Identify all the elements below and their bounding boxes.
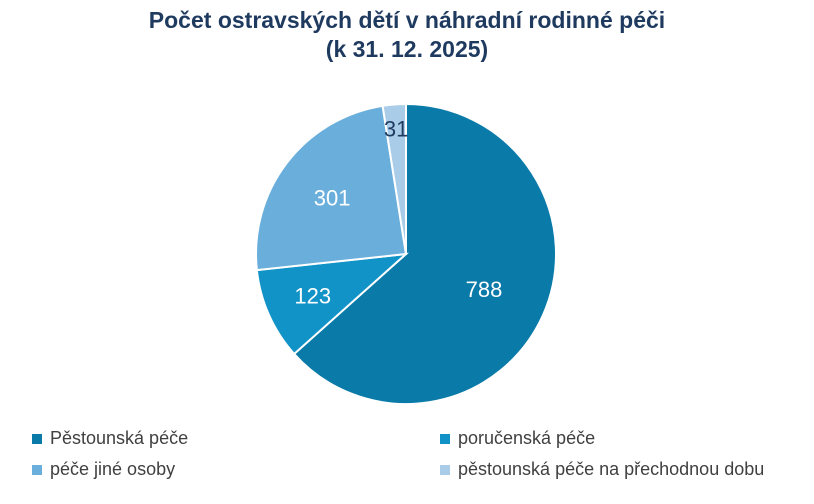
legend-item: Pěstounská péče: [32, 428, 188, 449]
pie-slice-pestounska-pece-prechodna: [381, 102, 407, 255]
legend-item: poručenská péče: [440, 428, 595, 449]
legend-swatch: [440, 464, 450, 475]
legend-swatch: [32, 464, 42, 475]
legend-swatch: [440, 433, 450, 444]
data-label-pestounska-pece: 788: [466, 277, 503, 302]
legend-label: poručenská péče: [458, 428, 596, 448]
legend-label: péče jiné osoby: [50, 459, 176, 479]
pie-slice-porucenska-pece: [255, 252, 409, 356]
data-label-porucenska-pece: 123: [294, 283, 331, 308]
legend-label: Pěstounská péče: [50, 428, 189, 448]
pie-slice-pestounska-pece: [292, 102, 557, 405]
chart-title-block: Počet ostravských dětí v náhradní rodinn…: [0, 6, 814, 64]
data-label-pece-jine-osoby: 301: [314, 185, 351, 210]
legend-item: péče jiné osoby: [32, 459, 175, 480]
legend-item: pěstounská péče na přechodnou dobu: [440, 459, 764, 480]
pie-slice-pece-jine-osoby: [255, 104, 408, 272]
chart-subtitle: (k 31. 12. 2025): [325, 36, 489, 62]
legend-label: pěstounská péče na přechodnou dobu: [458, 459, 765, 479]
legend-swatch: [32, 433, 42, 444]
chart-title: Počet ostravských dětí v náhradní rodinn…: [148, 7, 666, 33]
data-label-pestounska-pece-prechodna: 31: [384, 116, 408, 141]
